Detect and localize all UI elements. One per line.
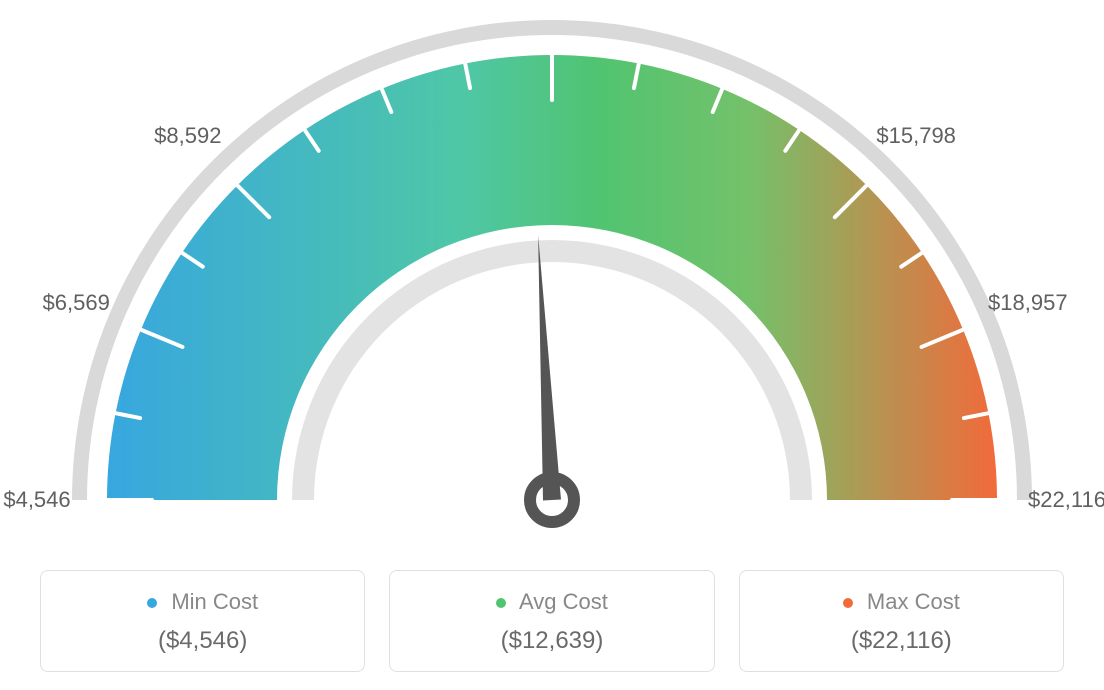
legend-title-avg: Avg Cost (400, 589, 703, 615)
legend-title-max-text: Max Cost (867, 589, 960, 614)
gauge-tick-label: $6,569 (43, 290, 110, 316)
legend-title-min-text: Min Cost (171, 589, 258, 614)
legend-row: Min Cost ($4,546) Avg Cost ($12,639) Max… (0, 570, 1104, 672)
gauge-tick-label: $4,546 (3, 487, 70, 513)
legend-value-min: ($4,546) (51, 627, 354, 655)
gauge-svg (0, 0, 1104, 560)
gauge-tick-label: $18,957 (988, 290, 1068, 316)
legend-dot-max (843, 598, 853, 608)
legend-title-max: Max Cost (750, 589, 1053, 615)
legend-dot-avg (496, 598, 506, 608)
gauge-tick-label: $22,116 (1028, 487, 1104, 513)
legend-card-max: Max Cost ($22,116) (739, 570, 1064, 672)
gauge-tick-label: $15,798 (876, 123, 956, 149)
legend-value-max: ($22,116) (750, 627, 1053, 655)
legend-value-avg: ($12,639) (400, 627, 703, 655)
legend-title-min: Min Cost (51, 589, 354, 615)
legend-card-avg: Avg Cost ($12,639) (389, 570, 714, 672)
legend-card-min: Min Cost ($4,546) (40, 570, 365, 672)
gauge-tick-label: $8,592 (154, 123, 221, 149)
legend-title-avg-text: Avg Cost (519, 589, 608, 614)
gauge-chart: $4,546$6,569$8,592$12,639$15,798$18,957$… (0, 0, 1104, 530)
legend-dot-min (147, 598, 157, 608)
